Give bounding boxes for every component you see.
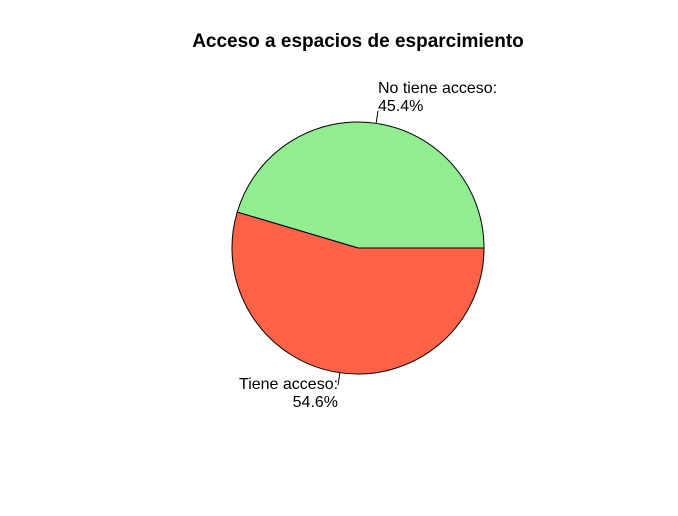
pie-slices — [231, 121, 485, 375]
pie-slice-percent: 54.6% — [293, 394, 338, 411]
pie-label-tick — [337, 372, 341, 386]
pie-slice-label: Tiene acceso: — [239, 376, 338, 393]
pie-slice — [236, 121, 485, 249]
pie-slice-label: No tiene acceso: — [378, 80, 497, 97]
chart-title: Acceso a espacios de esparcimiento — [192, 31, 524, 52]
pie-slice — [231, 211, 485, 375]
pie-slice-percent: 45.4% — [378, 98, 423, 115]
pie-label-tick — [375, 110, 379, 124]
pie-labels: No tiene acceso:45.4% Tiene acceso:54.6% — [239, 80, 497, 411]
